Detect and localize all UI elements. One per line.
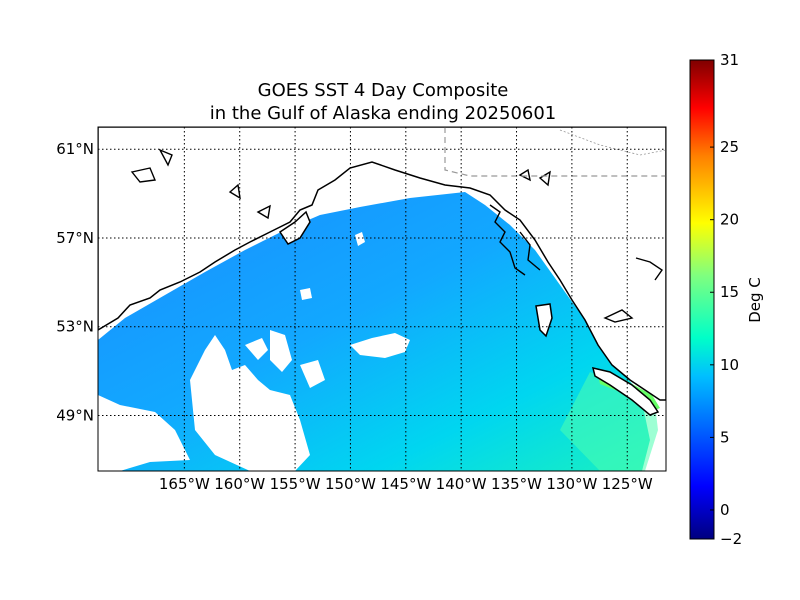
colorbar-ticks: 31 25 20 15 10 5 0 −2 xyxy=(710,51,742,548)
vancouver-island xyxy=(591,366,660,416)
longitude-label: 140°W xyxy=(436,475,487,493)
longitude-label: 165°W xyxy=(159,475,210,493)
colorbar xyxy=(689,59,715,540)
graticule xyxy=(98,127,666,471)
longitude-label: 160°W xyxy=(214,475,265,493)
map-frame xyxy=(97,126,667,472)
latitude-label: 57°N xyxy=(56,229,94,247)
latitude-tick-labels: 61°N 57°N 53°N 49°N xyxy=(56,140,94,424)
us-canada-border xyxy=(444,127,666,177)
no-data-gaps xyxy=(98,232,410,471)
map-plot-area xyxy=(98,127,666,471)
longitude-label: 130°W xyxy=(546,475,597,493)
colorbar-tick-label: 15 xyxy=(720,283,739,301)
province-border xyxy=(559,129,666,156)
longitude-label: 125°W xyxy=(602,475,653,493)
colorbar-tick-label: 31 xyxy=(720,51,739,69)
colorbar-label: Deg C xyxy=(746,277,764,323)
longitude-tick-labels: 165°W 160°W 155°W 150°W 145°W 140°W 135°W 130°W… xyxy=(159,475,653,493)
latitude-label: 49°N xyxy=(56,407,94,425)
longitude-label: 150°W xyxy=(325,475,376,493)
colorbar-tick-label: 10 xyxy=(720,356,739,374)
coastline-details xyxy=(130,148,663,323)
longitude-label: 145°W xyxy=(380,475,431,493)
haida-gwaii xyxy=(535,303,553,338)
colorbar-tick-label: 25 xyxy=(720,138,739,156)
map-title-line-2: in the Gulf of Alaska ending 20250601 xyxy=(209,103,557,124)
latitude-label: 61°N xyxy=(56,140,94,158)
colorbar-tick-label: 20 xyxy=(720,211,739,229)
colorbar-tick-label: 5 xyxy=(720,428,730,446)
longitude-label: 155°W xyxy=(270,475,321,493)
longitude-label: 135°W xyxy=(491,475,542,493)
colorbar-tick-label: 0 xyxy=(720,501,730,519)
map-title-line-1: GOES SST 4 Day Composite xyxy=(257,80,509,101)
latitude-label: 53°N xyxy=(56,318,94,336)
colorbar-tick-label: −2 xyxy=(720,530,742,548)
